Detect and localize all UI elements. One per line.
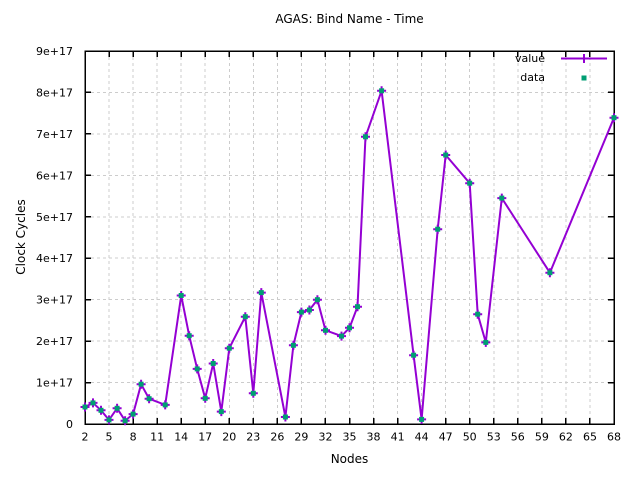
x-tick-label: 53 (487, 431, 501, 444)
x-tick-label: 11 (150, 431, 164, 444)
x-tick-label: 17 (198, 431, 212, 444)
x-tick-label: 5 (106, 431, 113, 444)
data-point (347, 325, 352, 331)
x-tick-label: 65 (583, 431, 597, 444)
chart-title: AGAS: Bind Name - Time (275, 12, 424, 26)
data-point (443, 152, 449, 158)
data-point (162, 402, 168, 408)
x-tick-label: 14 (174, 431, 188, 444)
data-point (178, 293, 184, 298)
y-tick-label: 7e+17 (36, 128, 73, 141)
x-tick-label: 59 (535, 431, 549, 444)
y-tick-labels: 0 1e+17 2e+17 3e+17 4e+17 5e+17 6e+17 7e+17 8e+1… (36, 45, 73, 431)
data-point (114, 405, 120, 411)
x-tick-label: 35 (343, 431, 357, 444)
grid-lines (85, 51, 614, 424)
y-tick-label: 6e+17 (36, 169, 73, 182)
data-point (363, 134, 368, 140)
data-point (419, 416, 425, 422)
data-point (475, 311, 481, 317)
data-point (122, 418, 128, 424)
data-point (355, 304, 360, 310)
y-tick-label: 3e+17 (36, 294, 73, 307)
x-tick-labels: 2 5 8 11 14 17 20 23 26 29 32 35 38 41 44 47 50 53 56 59 62 6… (82, 431, 622, 444)
legend-label-data: data (520, 71, 545, 84)
data-point (98, 407, 104, 413)
x-tick-label: 20 (222, 431, 236, 444)
x-tick-label: 32 (319, 431, 333, 444)
series-data-point-markers (82, 88, 617, 424)
x-tick-label: 2 (82, 431, 89, 444)
data-point (258, 290, 264, 296)
data-point (298, 309, 304, 315)
x-tick-label: 26 (270, 431, 284, 444)
x-tick-label: 23 (246, 431, 260, 444)
x-tick-label: 68 (607, 431, 621, 444)
data-point (186, 333, 192, 339)
y-tick-label: 8e+17 (36, 86, 73, 99)
x-tick-label: 41 (391, 431, 405, 444)
legend-label-value: value (514, 52, 545, 65)
data-point (499, 195, 505, 201)
data-point (130, 411, 136, 417)
data-point (435, 226, 441, 232)
data-point (323, 327, 328, 333)
x-axis-title: Nodes (330, 452, 369, 466)
x-tick-label: 44 (415, 431, 429, 444)
data-point (611, 115, 617, 121)
legend-key-samples (561, 54, 607, 81)
x-tick-label: 29 (294, 431, 308, 444)
data-point (483, 339, 489, 345)
y-tick-label: 2e+17 (36, 335, 73, 348)
data-point (250, 390, 256, 396)
data-point (306, 307, 312, 313)
legend-sample-data-marker (581, 75, 587, 81)
y-tick-label: 5e+17 (36, 211, 73, 224)
data-point (467, 180, 473, 186)
data-point (282, 414, 288, 420)
data-point (138, 381, 144, 387)
data-point (210, 361, 216, 366)
y-tick-label: 9e+17 (36, 45, 73, 58)
data-point (379, 88, 385, 94)
legend-sample-value-line (561, 54, 607, 63)
x-tick-label: 56 (511, 431, 525, 444)
data-point (218, 409, 224, 415)
x-tick-label: 8 (130, 431, 137, 444)
data-point (290, 342, 296, 348)
data-point (202, 395, 208, 401)
data-point (90, 400, 96, 406)
y-tick-label: 1e+17 (36, 377, 73, 390)
x-tick-label: 47 (439, 431, 453, 444)
data-point (411, 352, 417, 358)
y-tick-label: 0 (66, 418, 73, 431)
data-point (194, 366, 200, 372)
y-axis-title: Clock Cycles (14, 199, 28, 275)
x-tick-label: 38 (367, 431, 381, 444)
x-tick-label: 62 (559, 431, 573, 444)
data-point (226, 345, 232, 351)
x-tick-label: 50 (463, 431, 477, 444)
data-point (146, 396, 152, 402)
data-point (314, 297, 320, 303)
y-tick-label: 4e+17 (36, 252, 73, 265)
data-point (547, 270, 553, 276)
data-point (82, 404, 88, 410)
data-point (242, 314, 248, 320)
data-point (106, 417, 112, 423)
data-point (339, 333, 344, 339)
